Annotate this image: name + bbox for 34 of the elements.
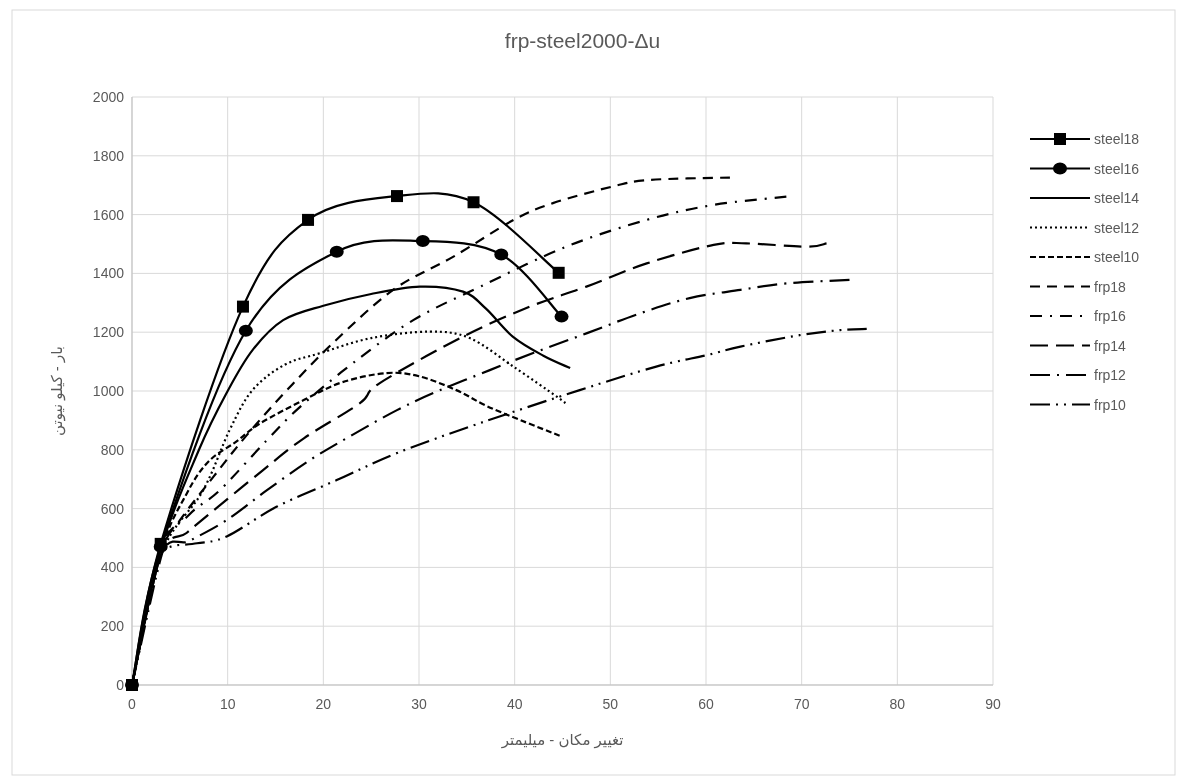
y-tick-label: 800 [100,441,125,458]
x-tick-label: 40 [506,696,523,712]
y-tick-label: 200 [100,618,125,635]
y-tick-label: 1400 [92,265,125,282]
y-tick-label: 1800 [92,147,125,164]
legend-label: frp18 [1094,278,1127,295]
y-tick-label: 400 [100,559,125,576]
y-tick-label: 1200 [92,324,125,341]
x-tick-label: 60 [698,696,714,712]
y-tick-label: 0 [116,677,125,693]
legend-label: steel12 [1094,219,1140,236]
legend-label: steel14 [1094,190,1140,206]
y-tick-label: 1600 [92,206,125,223]
legend-label: steel10 [1094,249,1140,265]
x-tick-label: 80 [889,696,906,712]
legend-label: frp14 [1094,337,1127,354]
x-tick-label: 10 [219,696,236,712]
legend-label: frp12 [1094,367,1127,383]
y-tick-label: 600 [100,500,125,517]
x-tick-label: 30 [411,696,427,712]
legend-label: steel16 [1094,160,1140,177]
legend-label: frp10 [1094,396,1127,413]
x-tick-label: 70 [793,696,810,712]
x-tick-label: 0 [128,696,137,712]
legend-label: steel18 [1094,131,1140,147]
legend-label: frp16 [1094,308,1127,324]
x-tick-label: 90 [985,696,1001,712]
y-axis-title: بار - کیلو نیوتن [48,346,66,436]
x-tick-label: 50 [602,696,619,712]
chart-title: frp-steel2000-Δu [504,29,661,52]
y-tick-label: 2000 [92,89,125,105]
x-axis-title: تغییر مکان - میلیمتر [500,731,624,749]
y-tick-label: 1000 [92,383,125,399]
x-tick-label: 20 [315,696,332,712]
